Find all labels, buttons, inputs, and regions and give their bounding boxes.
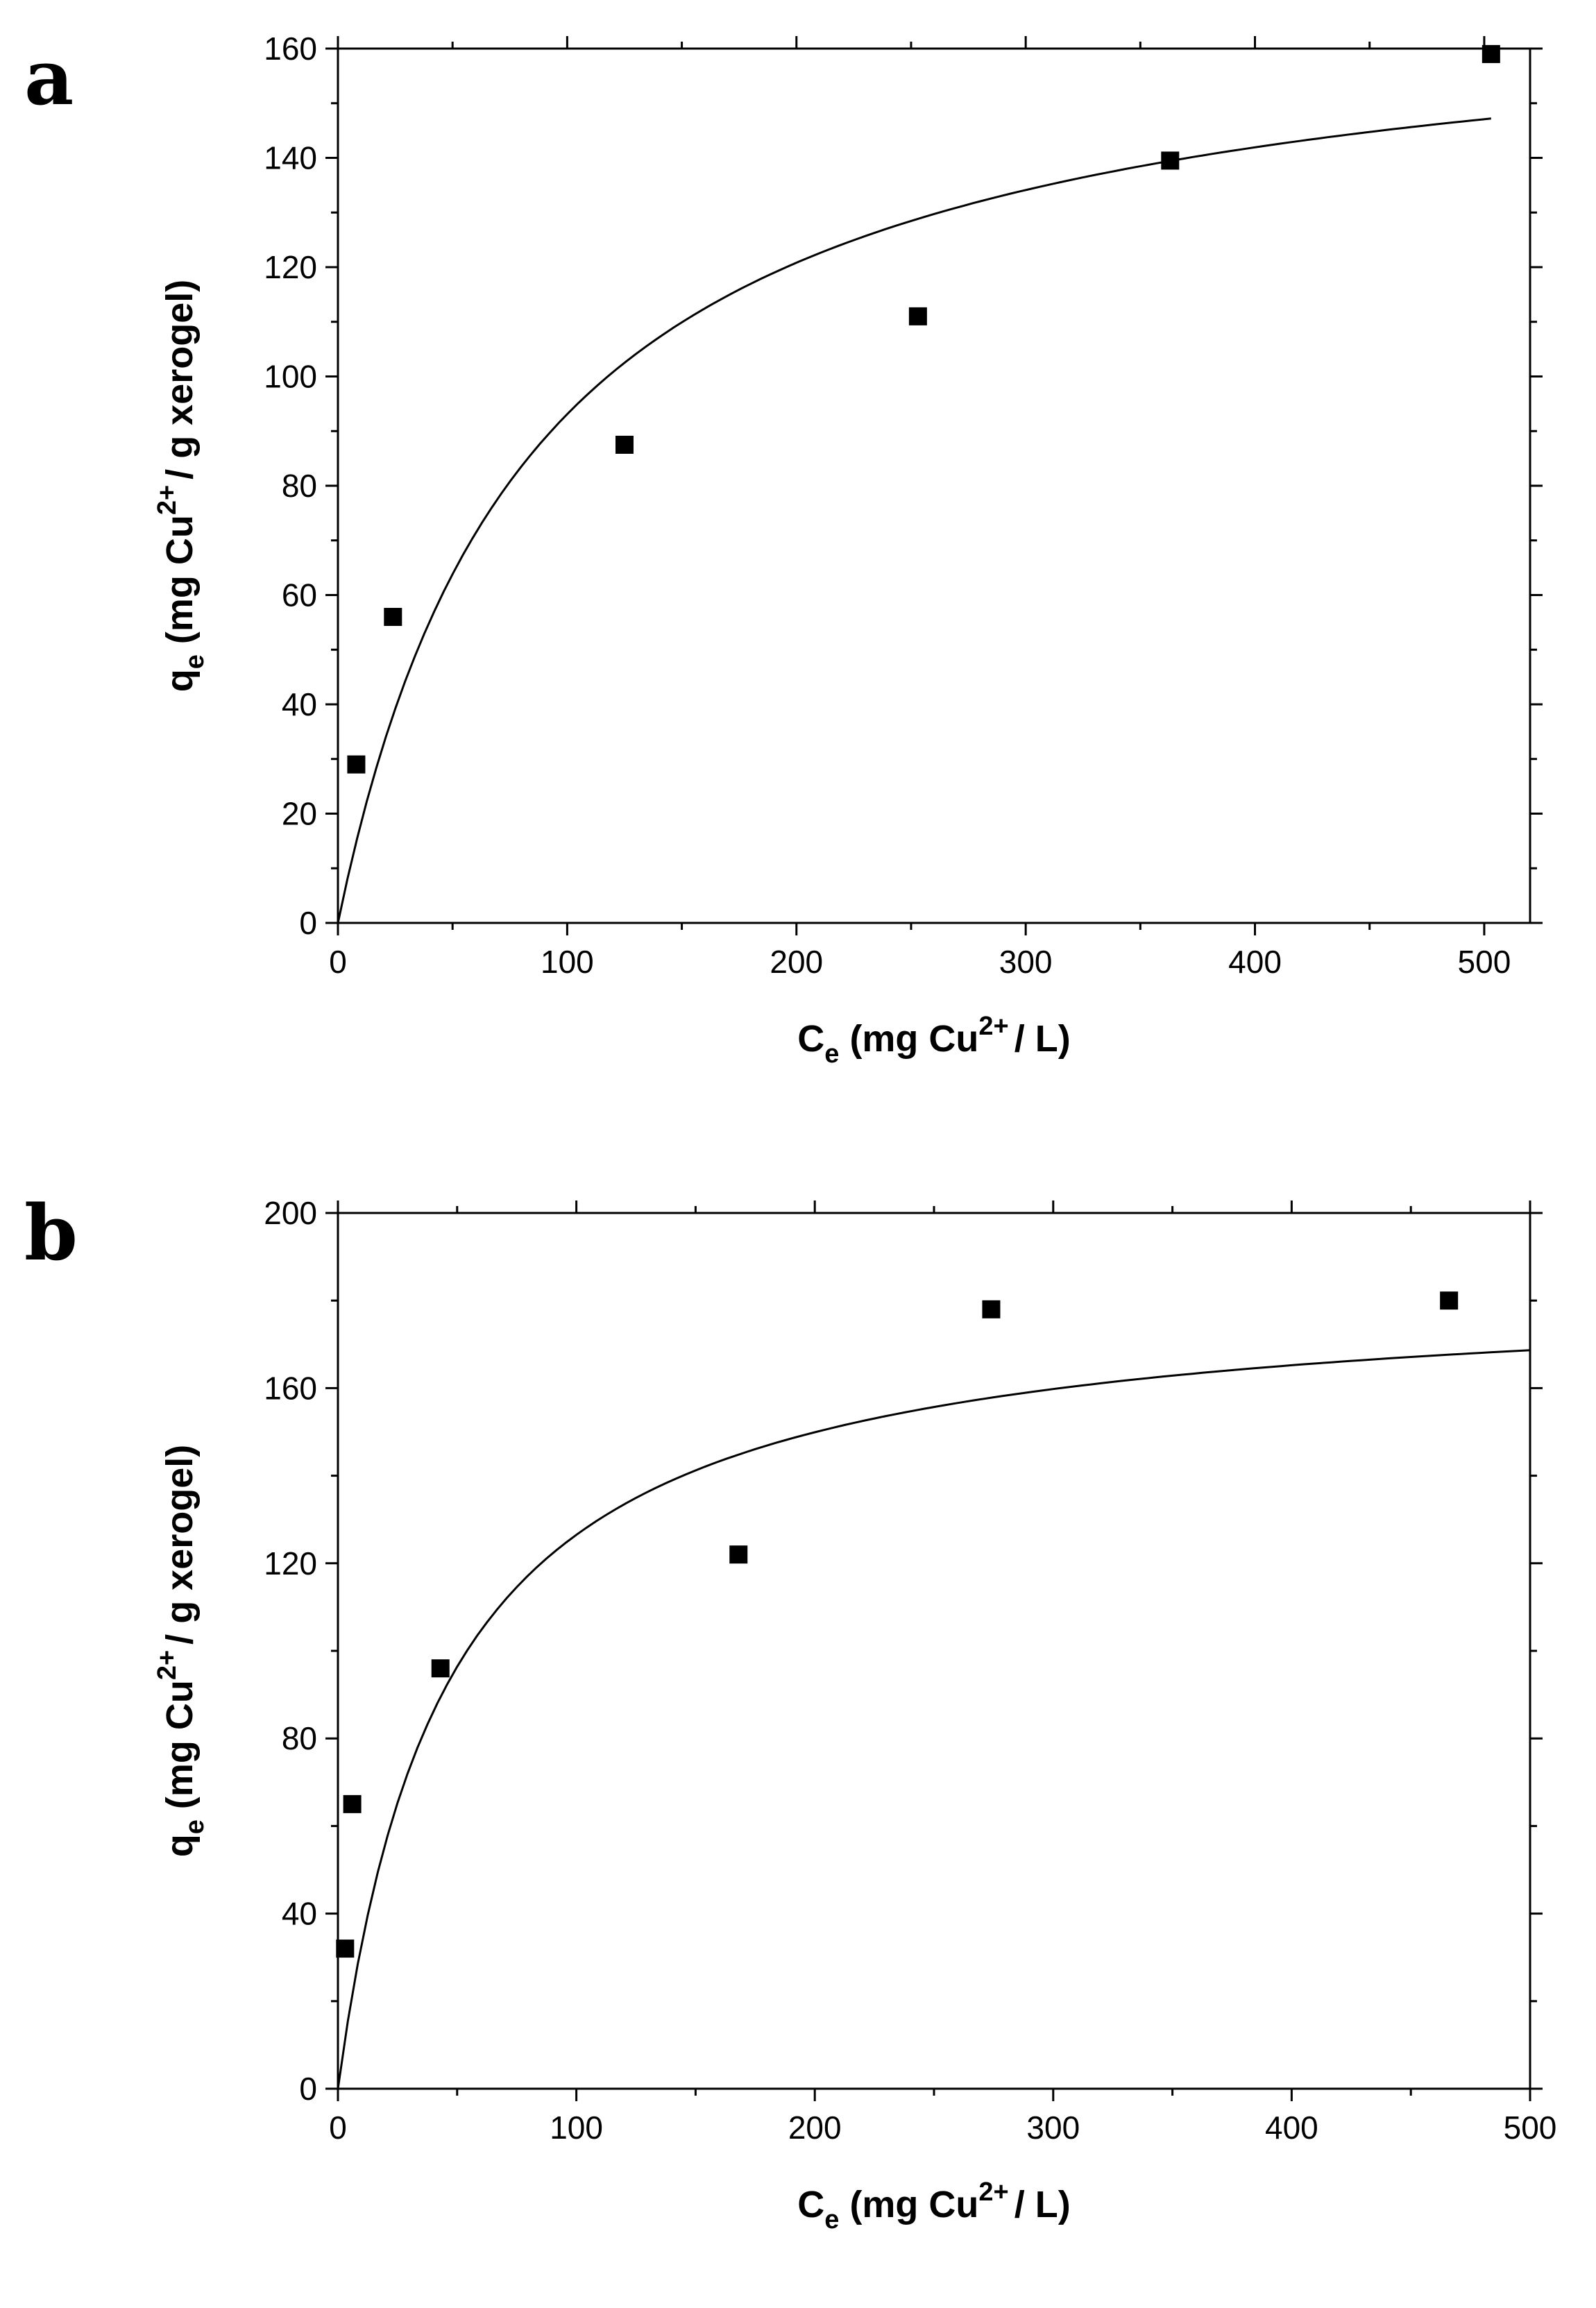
y-tick-label: 80 bbox=[282, 1720, 317, 1756]
plot-frame bbox=[337, 47, 1531, 924]
y-axis-title-text: (mg Cu bbox=[159, 1680, 201, 1809]
panel-label: b bbox=[24, 1188, 78, 1278]
y-axis-title-subscript: e bbox=[180, 1819, 210, 1834]
x-tick-label: 500 bbox=[1458, 944, 1511, 980]
y-axis-title-symbol: q bbox=[159, 669, 201, 692]
data-point bbox=[615, 435, 634, 454]
y-tick-label: 200 bbox=[264, 1195, 317, 1231]
data-point bbox=[431, 1659, 450, 1678]
data-point bbox=[908, 307, 927, 325]
y-tick-label: 80 bbox=[282, 468, 317, 504]
chart-panel-a: a 0 100 200 300 400 500 0 20 40 60 80 100 120 140 160 Ce… bbox=[24, 31, 1543, 1069]
chart-panel-b: b 0 100 200 300 400 500 0 40 80 120 160 200 Ce (mg Cu… bbox=[24, 1188, 1556, 2234]
x-tick-label: 300 bbox=[999, 944, 1053, 980]
x-tick-label: 100 bbox=[550, 2110, 603, 2146]
x-axis-title-text-end: / L) bbox=[1015, 2184, 1071, 2225]
y-axis-title-text-end: / g xerogel) bbox=[159, 280, 201, 480]
y-axis-title-superscript: 2+ bbox=[153, 485, 182, 515]
x-axis-title-superscript: 2+ bbox=[978, 1012, 1008, 1041]
x-tick-label: 0 bbox=[329, 944, 347, 980]
data-point bbox=[347, 755, 366, 774]
x-axis-title-text-end: / L) bbox=[1015, 1018, 1071, 1060]
x-tick-label: 200 bbox=[770, 944, 823, 980]
y-tick-label: 160 bbox=[264, 31, 317, 67]
x-axis-title-subscript: e bbox=[824, 1040, 839, 1069]
x-tick-label: 300 bbox=[1026, 2110, 1080, 2146]
y-tick-label: 0 bbox=[299, 2071, 317, 2107]
y-axis-title-subscript: e bbox=[180, 654, 210, 669]
data-point bbox=[1482, 44, 1500, 63]
x-tick-label: 200 bbox=[788, 2110, 842, 2146]
x-tick-label: 0 bbox=[329, 2110, 347, 2146]
x-tick-label: 400 bbox=[1265, 2110, 1318, 2146]
x-axis-title-space bbox=[839, 1018, 849, 1060]
y-axis-title: qe (mg Cu2+ / g xerogel) bbox=[153, 280, 210, 693]
y-tick-label: 140 bbox=[264, 140, 317, 176]
x-axis-title-symbol: C bbox=[797, 2184, 824, 2225]
x-axis-title: Ce (mg Cu2+ / L) bbox=[797, 2178, 1070, 2234]
y-tick-label: 100 bbox=[264, 359, 317, 395]
x-axis-title-space bbox=[839, 2184, 849, 2225]
y-tick-label: 20 bbox=[282, 796, 317, 832]
x-tick-label: 500 bbox=[1504, 2110, 1557, 2146]
y-axis-title-space bbox=[159, 1809, 201, 1819]
y-tick-label: 120 bbox=[264, 1545, 317, 1581]
data-point bbox=[336, 1940, 355, 1958]
y-tick-label: 0 bbox=[299, 905, 317, 941]
y-axis-title-symbol: q bbox=[159, 1834, 201, 1857]
data-point bbox=[729, 1545, 748, 1564]
x-axis-title-subscript: e bbox=[824, 2205, 839, 2234]
y-tick-label: 160 bbox=[264, 1370, 317, 1406]
data-point bbox=[384, 608, 402, 626]
x-tick-label: 100 bbox=[541, 944, 594, 980]
plot-frame bbox=[337, 1212, 1531, 2090]
y-axis-title: qe (mg Cu2+ / g xerogel) bbox=[153, 1445, 210, 1858]
y-axis-title-space bbox=[159, 644, 201, 654]
y-tick-label: 60 bbox=[282, 577, 317, 613]
data-point bbox=[343, 1794, 362, 1813]
fit-curve bbox=[337, 1349, 1531, 2089]
x-tick-label: 400 bbox=[1228, 944, 1282, 980]
panel-label: a bbox=[24, 33, 74, 122]
x-axis-title-superscript: 2+ bbox=[978, 2178, 1008, 2207]
fit-curve bbox=[337, 117, 1491, 924]
x-axis-title: Ce (mg Cu2+ / L) bbox=[797, 1012, 1070, 1069]
x-axis-title-symbol: C bbox=[797, 1018, 824, 1060]
y-tick-label: 120 bbox=[264, 249, 317, 285]
x-axis-title-text: (mg Cu bbox=[849, 1018, 978, 1060]
y-axis-title-superscript: 2+ bbox=[153, 1650, 182, 1680]
y-axis-title-text-end: / g xerogel) bbox=[159, 1445, 201, 1645]
y-tick-label: 40 bbox=[282, 686, 317, 722]
data-point bbox=[982, 1300, 1001, 1318]
data-point bbox=[1440, 1291, 1459, 1310]
y-tick-label: 40 bbox=[282, 1896, 317, 1932]
x-axis-title-text: (mg Cu bbox=[849, 2184, 978, 2225]
y-axis-title-text: (mg Cu bbox=[159, 515, 201, 644]
